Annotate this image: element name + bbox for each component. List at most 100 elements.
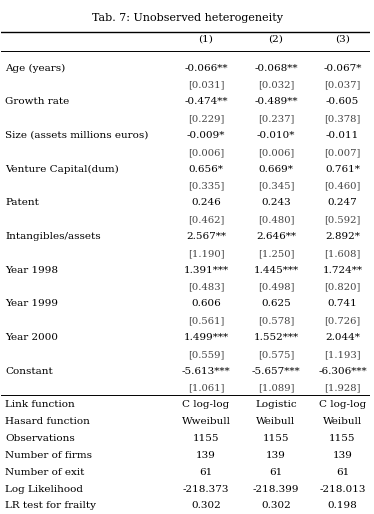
Text: -5.657***: -5.657*** — [252, 366, 300, 376]
Text: 2.044*: 2.044* — [325, 333, 360, 342]
Text: Venture Capital(dum): Venture Capital(dum) — [5, 164, 119, 174]
Text: [0.037]: [0.037] — [324, 81, 361, 89]
Text: [0.559]: [0.559] — [188, 350, 224, 359]
Text: -218.013: -218.013 — [319, 485, 366, 493]
Text: [0.592]: [0.592] — [324, 215, 361, 224]
Text: [1.193]: [1.193] — [324, 350, 361, 359]
Text: [0.561]: [0.561] — [188, 316, 224, 325]
Text: -218.373: -218.373 — [183, 485, 229, 493]
Text: [0.006]: [0.006] — [258, 148, 294, 157]
Text: 1.552***: 1.552*** — [254, 333, 298, 342]
Text: [1.250]: [1.250] — [258, 249, 294, 258]
Text: Wweibull: Wweibull — [181, 417, 230, 426]
Text: -0.010*: -0.010* — [257, 131, 295, 140]
Text: Year 2000: Year 2000 — [5, 333, 58, 342]
Text: [1.608]: [1.608] — [324, 249, 361, 258]
Text: Weibull: Weibull — [257, 417, 296, 426]
Text: Number of firms: Number of firms — [5, 451, 92, 460]
Text: 139: 139 — [332, 451, 352, 460]
Text: Age (years): Age (years) — [5, 64, 65, 73]
Text: Number of exit: Number of exit — [5, 468, 85, 476]
Text: (3): (3) — [335, 34, 350, 44]
Text: 139: 139 — [196, 451, 216, 460]
Text: C log-log: C log-log — [319, 400, 366, 409]
Text: 1155: 1155 — [329, 434, 356, 443]
Text: -0.489**: -0.489** — [254, 97, 298, 106]
Text: -0.009*: -0.009* — [187, 131, 225, 140]
Text: Log Likelihood: Log Likelihood — [5, 485, 83, 493]
Text: Tab. 7: Unobserved heterogeneity: Tab. 7: Unobserved heterogeneity — [92, 13, 282, 23]
Text: (2): (2) — [269, 34, 283, 44]
Text: 2.892*: 2.892* — [325, 232, 360, 241]
Text: 2.646**: 2.646** — [256, 232, 296, 241]
Text: -6.306***: -6.306*** — [318, 366, 367, 376]
Text: 0.302: 0.302 — [261, 501, 291, 510]
Text: 0.761*: 0.761* — [325, 164, 360, 174]
Text: Year 1999: Year 1999 — [5, 299, 58, 308]
Text: Hasard function: Hasard function — [5, 417, 90, 426]
Text: -0.068**: -0.068** — [254, 64, 298, 72]
Text: -0.011: -0.011 — [326, 131, 359, 140]
Text: [0.229]: [0.229] — [188, 114, 224, 123]
Text: [0.498]: [0.498] — [258, 283, 294, 291]
Text: [0.006]: [0.006] — [188, 148, 224, 157]
Text: Weibull: Weibull — [323, 417, 362, 426]
Text: C log-log: C log-log — [183, 400, 230, 409]
Text: 1.445***: 1.445*** — [254, 266, 298, 274]
Text: 0.246: 0.246 — [191, 198, 221, 207]
Text: [1.190]: [1.190] — [188, 249, 224, 258]
Text: Intangibles/assets: Intangibles/assets — [5, 232, 101, 241]
Text: 61: 61 — [199, 468, 212, 476]
Text: 0.243: 0.243 — [261, 198, 291, 207]
Text: 0.625: 0.625 — [261, 299, 291, 308]
Text: Constant: Constant — [5, 366, 53, 376]
Text: [0.007]: [0.007] — [324, 148, 361, 157]
Text: Link function: Link function — [5, 400, 75, 409]
Text: 0.669*: 0.669* — [258, 164, 294, 174]
Text: -0.474**: -0.474** — [184, 97, 228, 106]
Text: [1.089]: [1.089] — [258, 383, 294, 393]
Text: 1.724**: 1.724** — [322, 266, 362, 274]
Text: [0.575]: [0.575] — [258, 350, 294, 359]
Text: Observations: Observations — [5, 434, 75, 443]
Text: 0.247: 0.247 — [328, 198, 357, 207]
Text: 61: 61 — [269, 468, 283, 476]
Text: -5.613***: -5.613*** — [182, 366, 230, 376]
Text: [0.480]: [0.480] — [258, 215, 294, 224]
Text: (1): (1) — [199, 34, 214, 44]
Text: [0.335]: [0.335] — [188, 181, 224, 191]
Text: 2.567**: 2.567** — [186, 232, 226, 241]
Text: 1155: 1155 — [263, 434, 289, 443]
Text: [0.578]: [0.578] — [258, 316, 294, 325]
Text: Size (assets millions euros): Size (assets millions euros) — [5, 131, 148, 140]
Text: [0.820]: [0.820] — [324, 283, 361, 291]
Text: Patent: Patent — [5, 198, 39, 207]
Text: [0.032]: [0.032] — [258, 81, 294, 89]
Text: -218.399: -218.399 — [253, 485, 299, 493]
Text: -0.066**: -0.066** — [184, 64, 228, 72]
Text: -0.605: -0.605 — [326, 97, 359, 106]
Text: [0.031]: [0.031] — [188, 81, 224, 89]
Text: LR test for frailty: LR test for frailty — [5, 501, 96, 510]
Text: 139: 139 — [266, 451, 286, 460]
Text: [0.237]: [0.237] — [258, 114, 294, 123]
Text: [0.462]: [0.462] — [188, 215, 224, 224]
Text: 0.656*: 0.656* — [188, 164, 223, 174]
Text: Logistic: Logistic — [255, 400, 297, 409]
Text: [0.345]: [0.345] — [258, 181, 294, 191]
Text: [0.483]: [0.483] — [188, 283, 224, 291]
Text: 0.741: 0.741 — [328, 299, 357, 308]
Text: 0.198: 0.198 — [328, 501, 357, 510]
Text: 1.391***: 1.391*** — [183, 266, 229, 274]
Text: 1155: 1155 — [193, 434, 219, 443]
Text: [0.726]: [0.726] — [324, 316, 361, 325]
Text: -0.067*: -0.067* — [323, 64, 362, 72]
Text: [0.460]: [0.460] — [324, 181, 361, 191]
Text: Year 1998: Year 1998 — [5, 266, 58, 274]
Text: [0.378]: [0.378] — [324, 114, 361, 123]
Text: Growth rate: Growth rate — [5, 97, 69, 106]
Text: 61: 61 — [336, 468, 349, 476]
Text: 0.606: 0.606 — [191, 299, 221, 308]
Text: [1.928]: [1.928] — [324, 383, 361, 393]
Text: 1.499***: 1.499*** — [183, 333, 229, 342]
